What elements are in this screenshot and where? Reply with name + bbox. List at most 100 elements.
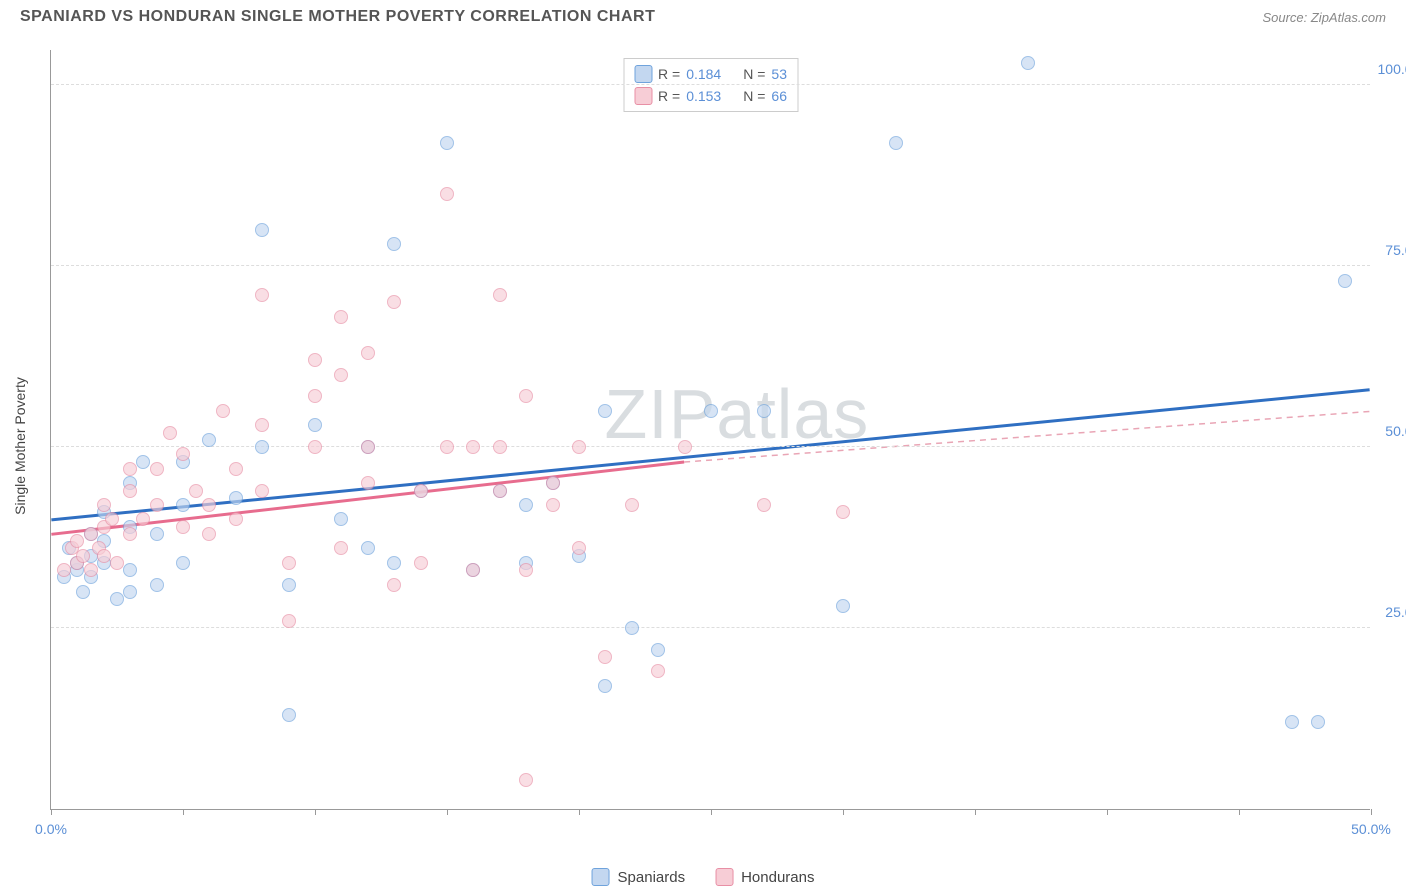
data-point [282, 556, 296, 570]
data-point [519, 773, 533, 787]
data-point [229, 512, 243, 526]
legend-item-spaniards: Spaniards [592, 868, 686, 886]
data-point [255, 288, 269, 302]
data-point [123, 484, 137, 498]
y-tick-label: 100.0% [1378, 61, 1406, 77]
data-point [76, 549, 90, 563]
data-point [678, 440, 692, 454]
data-point [757, 498, 771, 512]
data-point [572, 440, 586, 454]
data-point [387, 578, 401, 592]
swatch-icon [634, 87, 652, 105]
data-point [440, 136, 454, 150]
data-point [334, 310, 348, 324]
chart-title: SPANIARD VS HONDURAN SINGLE MOTHER POVER… [20, 8, 655, 26]
data-point [123, 462, 137, 476]
data-point [110, 592, 124, 606]
data-point [519, 498, 533, 512]
data-point [572, 541, 586, 555]
data-point [440, 440, 454, 454]
legend-row-spaniards: R = 0.184 N = 53 [634, 63, 787, 85]
data-point [493, 484, 507, 498]
data-point [229, 462, 243, 476]
y-tick-label: 75.0% [1385, 242, 1406, 258]
x-tick [1239, 809, 1240, 815]
x-tick [183, 809, 184, 815]
data-point [150, 578, 164, 592]
x-tick [447, 809, 448, 815]
data-point [361, 346, 375, 360]
gridline [51, 627, 1370, 628]
data-point [704, 404, 718, 418]
swatch-icon [592, 868, 610, 886]
chart-source: Source: ZipAtlas.com [1262, 10, 1386, 25]
y-tick-label: 50.0% [1385, 423, 1406, 439]
data-point [414, 484, 428, 498]
data-point [519, 389, 533, 403]
data-point [651, 664, 665, 678]
data-point [97, 549, 111, 563]
data-point [440, 187, 454, 201]
x-tick [711, 809, 712, 815]
data-point [97, 498, 111, 512]
data-point [57, 563, 71, 577]
gridline [51, 265, 1370, 266]
data-point [598, 404, 612, 418]
data-point [1285, 715, 1299, 729]
y-axis-label: Single Mother Poverty [12, 377, 28, 515]
data-point [308, 440, 322, 454]
data-point [282, 708, 296, 722]
data-point [836, 505, 850, 519]
x-tick-label: 0.0% [35, 821, 67, 837]
data-point [176, 447, 190, 461]
data-point [255, 223, 269, 237]
data-point [110, 556, 124, 570]
x-tick [51, 809, 52, 815]
data-point [176, 556, 190, 570]
x-tick [315, 809, 316, 815]
series-legend: Spaniards Hondurans [592, 868, 815, 886]
data-point [493, 288, 507, 302]
data-point [202, 433, 216, 447]
data-point [105, 512, 119, 526]
data-point [836, 599, 850, 613]
x-tick-label: 50.0% [1351, 821, 1391, 837]
swatch-icon [715, 868, 733, 886]
data-point [387, 556, 401, 570]
data-point [1338, 274, 1352, 288]
x-tick [1371, 809, 1372, 815]
data-point [546, 476, 560, 490]
data-point [150, 498, 164, 512]
data-point [216, 404, 230, 418]
data-point [229, 491, 243, 505]
x-tick [843, 809, 844, 815]
x-tick [1107, 809, 1108, 815]
data-point [334, 368, 348, 382]
data-point [361, 541, 375, 555]
data-point [76, 585, 90, 599]
data-point [150, 462, 164, 476]
data-point [519, 563, 533, 577]
legend-row-hondurans: R = 0.153 N = 66 [634, 85, 787, 107]
data-point [255, 440, 269, 454]
data-point [889, 136, 903, 150]
data-point [466, 440, 480, 454]
data-point [308, 353, 322, 367]
data-point [757, 404, 771, 418]
data-point [176, 498, 190, 512]
data-point [70, 534, 84, 548]
scatter-plot-area: ZIPatlas R = 0.184 N = 53 R = 0.153 N = … [50, 50, 1370, 810]
data-point [189, 484, 203, 498]
data-point [84, 563, 98, 577]
data-point [202, 498, 216, 512]
data-point [334, 512, 348, 526]
swatch-icon [634, 65, 652, 83]
data-point [136, 512, 150, 526]
data-point [361, 440, 375, 454]
data-point [123, 527, 137, 541]
data-point [546, 498, 560, 512]
data-point [625, 498, 639, 512]
data-point [255, 418, 269, 432]
data-point [598, 650, 612, 664]
data-point [361, 476, 375, 490]
